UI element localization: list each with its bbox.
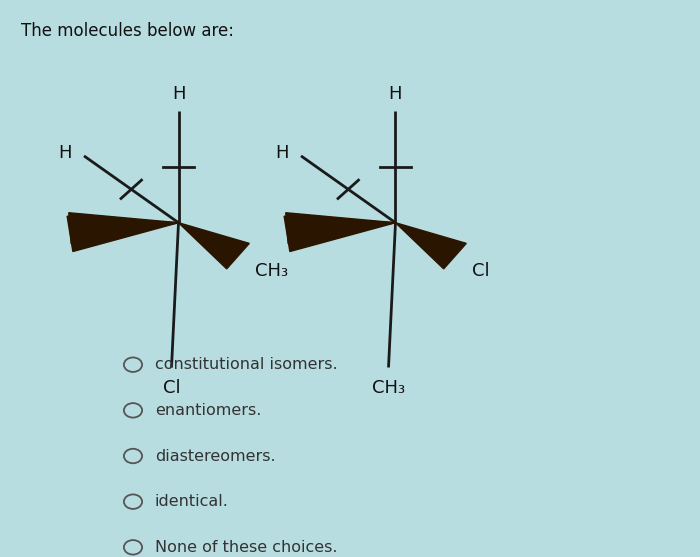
Polygon shape <box>286 213 395 244</box>
Text: CH₃: CH₃ <box>256 262 288 280</box>
Polygon shape <box>178 223 249 269</box>
Text: Cl: Cl <box>473 262 490 280</box>
Text: H: H <box>172 85 186 103</box>
Text: H: H <box>58 144 71 162</box>
Polygon shape <box>284 216 396 252</box>
Text: None of these choices.: None of these choices. <box>155 540 337 555</box>
Text: enantiomers.: enantiomers. <box>155 403 261 418</box>
Text: H: H <box>389 85 402 103</box>
Polygon shape <box>69 213 178 244</box>
Text: identical.: identical. <box>155 494 229 509</box>
Text: Cl: Cl <box>162 379 181 397</box>
Text: The molecules below are:: The molecules below are: <box>21 22 234 40</box>
Text: CH₃: CH₃ <box>372 379 405 397</box>
Polygon shape <box>395 223 466 269</box>
Text: diastereomers.: diastereomers. <box>155 448 275 463</box>
Polygon shape <box>67 216 178 252</box>
Text: constitutional isomers.: constitutional isomers. <box>155 357 337 372</box>
Text: H: H <box>275 144 288 162</box>
